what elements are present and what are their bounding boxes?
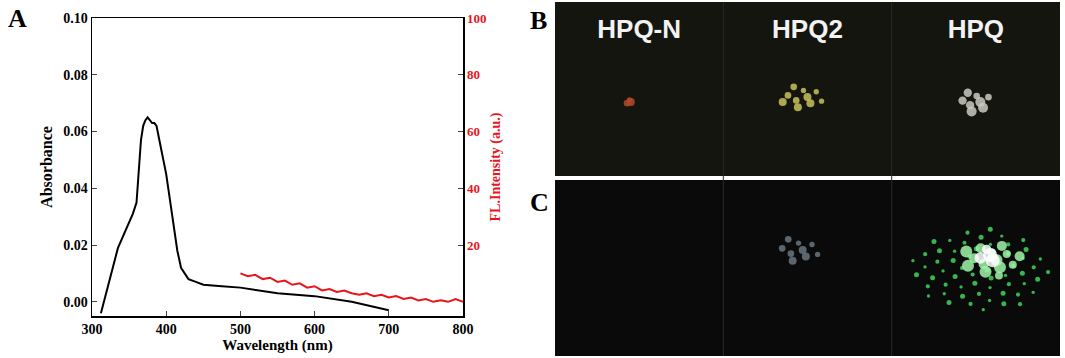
- svg-text:0.02: 0.02: [63, 238, 88, 253]
- svg-text:60: 60: [467, 124, 480, 139]
- svg-text:HPQ: HPQ: [948, 14, 1004, 44]
- svg-text:HPQ2: HPQ2: [772, 14, 843, 44]
- svg-text:40: 40: [467, 181, 480, 196]
- html-text:B: B: [530, 6, 548, 35]
- html-text:C: C: [530, 188, 549, 217]
- html-text:A: A: [8, 4, 27, 33]
- svg-text:0.00: 0.00: [63, 295, 88, 310]
- svg-text:20: 20: [467, 238, 480, 253]
- svg-text:FL.Intensity (a.u.): FL.Intensity (a.u.): [488, 112, 504, 221]
- svg-text:700: 700: [378, 322, 399, 337]
- svg-text:100: 100: [467, 11, 487, 26]
- svg-text:0.08: 0.08: [63, 68, 88, 83]
- svg-text:Absorbance: Absorbance: [38, 126, 55, 208]
- svg-text:HPQ-N: HPQ-N: [597, 14, 681, 44]
- svg-text:600: 600: [304, 322, 325, 337]
- svg-text:0.10: 0.10: [63, 11, 88, 26]
- svg-text:0.04: 0.04: [63, 181, 88, 196]
- svg-text:800: 800: [453, 322, 474, 337]
- svg-text:0.06: 0.06: [63, 124, 88, 139]
- svg-text:Wavelength (nm): Wavelength (nm): [222, 337, 332, 354]
- svg-text:300: 300: [82, 322, 103, 337]
- svg-text:500: 500: [230, 322, 251, 337]
- svg-text:80: 80: [467, 67, 480, 82]
- svg-text:400: 400: [156, 322, 177, 337]
